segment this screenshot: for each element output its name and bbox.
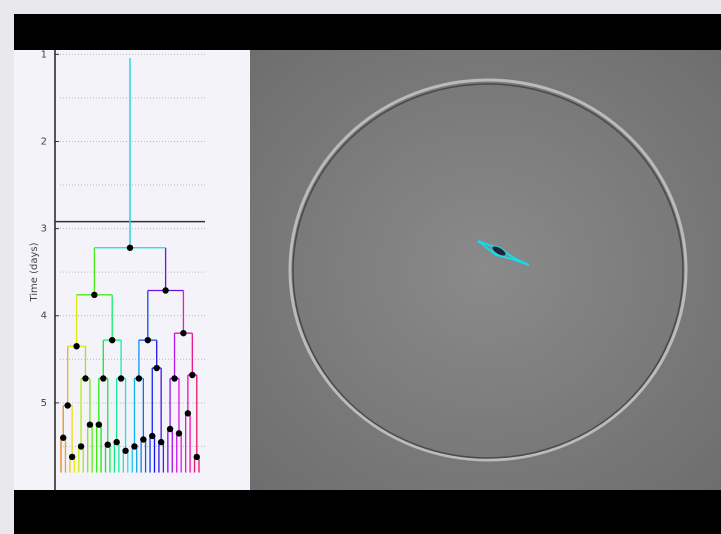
top-bar [14,14,721,50]
division-point [60,435,66,441]
y-tick-label: 4 [41,311,47,322]
division-point [118,375,124,381]
division-point [167,426,173,432]
division-point [69,454,75,460]
division-point [96,421,102,427]
division-point [73,343,79,349]
division-point [149,433,155,439]
division-point [127,245,133,251]
division-point [158,439,164,445]
division-point [113,439,119,445]
division-point [154,365,160,371]
tree-panel [14,50,250,490]
division-point [180,330,186,336]
y-tick-label: 2 [41,136,47,147]
division-point [64,402,70,408]
y-tick-label: 3 [41,224,47,235]
video-frame: Time (days) 1 2 3 4 5 [0,0,721,534]
division-point [82,375,88,381]
division-point [105,441,111,447]
division-point [109,337,115,343]
division-point [131,443,137,449]
y-tick-label: 1 [41,49,47,60]
division-point [171,375,177,381]
y-axis-label: Time (days) [29,242,40,302]
division-point [91,292,97,298]
y-tick-label: 5 [41,398,47,409]
microscopy-view [250,50,721,490]
division-point [122,448,128,454]
division-point [87,421,93,427]
division-point [100,375,106,381]
division-point [189,372,195,378]
division-point [145,337,151,343]
division-point [185,410,191,416]
division-point [162,287,168,293]
division-point [176,430,182,436]
division-point [136,375,142,381]
division-point [78,443,84,449]
division-point [194,454,200,460]
bottom-bar [14,490,721,534]
division-point [140,436,146,442]
